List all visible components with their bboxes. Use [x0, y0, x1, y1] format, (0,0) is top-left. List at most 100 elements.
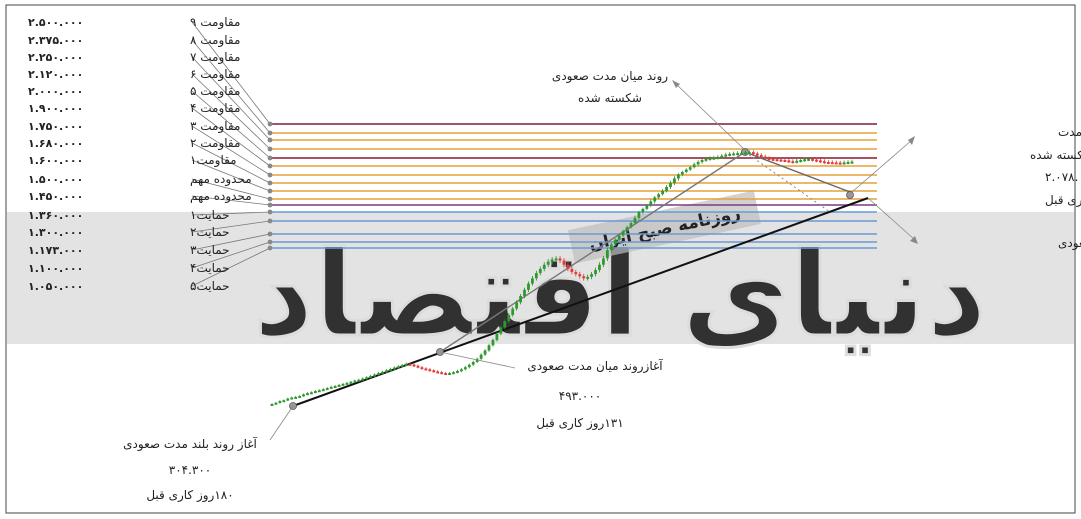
candle-body: [408, 363, 412, 366]
candle-body: [562, 260, 566, 265]
leader-line-3: [191, 56, 271, 141]
candle-body: [432, 370, 436, 373]
label-leaders: [191, 21, 273, 287]
candle-body: [270, 404, 274, 406]
level-name-7: مقاومت ۳: [190, 119, 240, 134]
level-name-5: مقاومت ۵: [190, 84, 240, 99]
candle-body: [306, 393, 309, 396]
candle-body: [637, 212, 641, 218]
candle-body: [317, 390, 321, 393]
leader-line-11: [191, 195, 271, 206]
candle-body: [523, 289, 526, 297]
candle-body: [538, 268, 542, 274]
leader-line-14: [191, 233, 271, 251]
candle-body: [696, 162, 700, 165]
candle-body: [641, 208, 645, 212]
candle-body: [361, 378, 365, 381]
mid-broken-line2: شکسته شده: [578, 91, 642, 105]
candle-body: [511, 308, 515, 315]
candle-body: [310, 392, 313, 395]
candle-body: [807, 158, 810, 161]
candle-body: [452, 372, 455, 375]
leader-line-6: [191, 107, 271, 167]
short-down-line3: آغازدر ۲.۰۷۸.۰۰۰: [1045, 169, 1081, 185]
candle-body: [621, 231, 625, 236]
leader-dot-15: [267, 239, 273, 245]
candle-body: [598, 264, 601, 270]
level-name-14: حمایت۳: [190, 243, 230, 257]
candle-body: [333, 386, 337, 389]
mid-broken-pointer: [675, 83, 746, 151]
long-trend-arrow: [910, 236, 918, 244]
candle-body: [436, 371, 440, 374]
candle-body: [314, 391, 317, 394]
level-value-12: ۱.۳۶۰.۰۰۰: [28, 209, 83, 222]
candle-body: [787, 160, 791, 163]
candle-body: [495, 333, 499, 341]
mid-start-title: آغازروند میان مدت صعودی: [527, 358, 663, 374]
candle-body: [609, 244, 613, 251]
short-down-pointer: [851, 139, 913, 193]
candle-body: [546, 261, 550, 265]
candle-body: [475, 358, 479, 362]
annotations: آغاز روند بلند مدت صعودی ۳۰۴.۳۰۰ ۱۸۰روز کا…: [123, 69, 1081, 503]
level-value-10: ۱.۵۰۰.۰۰۰: [28, 173, 83, 186]
candle-body: [775, 159, 779, 162]
level-value-2: ۲.۳۷۵.۰۰۰: [28, 34, 83, 47]
short-down-line4: ۴۰روز کاری قبل: [1045, 193, 1081, 208]
candle-body: [459, 369, 463, 372]
candle-body: [578, 274, 582, 277]
candle-body: [424, 368, 428, 371]
candle-body: [684, 169, 688, 172]
candle-body: [392, 367, 396, 370]
candle-body: [590, 274, 593, 277]
candle-body: [531, 278, 534, 284]
candle-body: [321, 389, 325, 392]
candle-body: [688, 167, 692, 170]
leader-line-12: [191, 211, 271, 216]
candle-body: [846, 162, 850, 164]
leader-dot-16: [267, 245, 273, 251]
candle-body: [325, 388, 329, 391]
candle-body: [353, 380, 357, 383]
candle-body: [724, 154, 728, 157]
long-uptrend-line: [292, 197, 869, 407]
candle-body: [282, 400, 286, 403]
leader-dot-6: [267, 163, 273, 169]
candle-body: [396, 366, 400, 369]
candle-body: [661, 191, 665, 195]
candle-body: [373, 374, 376, 377]
candle-body: [605, 250, 609, 259]
candle-body: [507, 314, 511, 322]
leader-dot-5: [267, 155, 273, 161]
leader-line-7: [191, 125, 271, 176]
candle-body: [574, 272, 578, 275]
candle-body: [728, 153, 732, 156]
candle-body: [365, 377, 369, 380]
candle-body: [586, 276, 590, 279]
candle-body: [771, 158, 775, 161]
level-value-9: ۱.۶۰۰.۰۰۰: [28, 154, 83, 167]
candle-body: [570, 268, 574, 273]
candle-body: [388, 368, 392, 371]
candle-body: [645, 205, 649, 209]
chart-frame: [5, 4, 1076, 514]
candle-body: [803, 159, 807, 162]
leader-line-15: [191, 241, 271, 269]
leader-dot-4: [267, 146, 273, 152]
candle-body: [838, 162, 842, 165]
short-downtrend-line: [744, 151, 851, 193]
leader-line-4: [191, 73, 271, 150]
candle-body: [700, 160, 704, 162]
leader-dot-10: [267, 196, 273, 202]
candle-body: [420, 367, 424, 370]
candle-body: [369, 375, 373, 378]
candle-body: [298, 396, 302, 399]
level-name-15: حمایت۴: [190, 261, 230, 275]
candle-body: [649, 201, 653, 206]
candle-body: [799, 160, 803, 162]
candle-body: [519, 296, 522, 303]
candle-body: [625, 227, 629, 232]
mid-start-pointer: [439, 351, 516, 369]
level-lines: [272, 123, 877, 249]
